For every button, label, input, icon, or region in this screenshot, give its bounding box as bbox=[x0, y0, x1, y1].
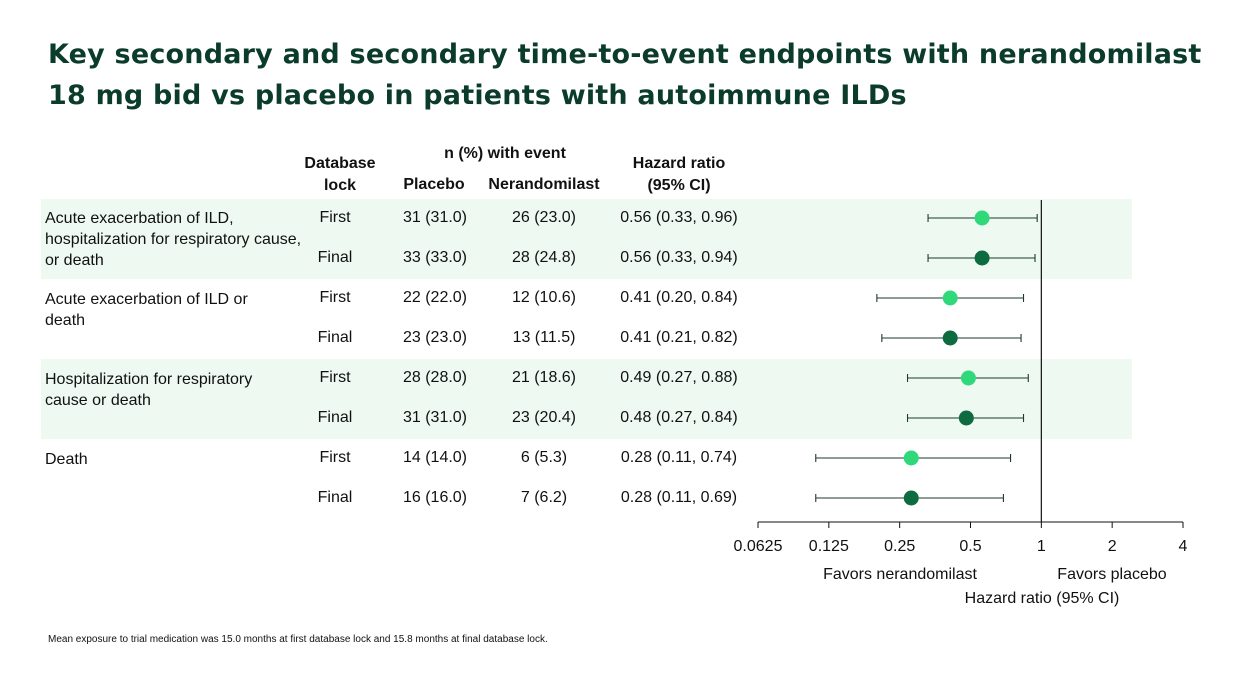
lock-cell: First bbox=[319, 449, 351, 466]
x-tick-label: 2 bbox=[1108, 538, 1117, 555]
x-tick-label: 0.5 bbox=[959, 538, 981, 555]
hazard-ratio-point bbox=[974, 250, 990, 266]
title-line-2: 18 mg bid vs placebo in patients with au… bbox=[48, 80, 907, 111]
lock-cell: Final bbox=[317, 489, 353, 506]
hazard-ratio-cell: 0.56 (0.33, 0.94) bbox=[620, 249, 738, 266]
outcome-label-1: Acute exacerbation of ILD, hospitalizati… bbox=[45, 210, 302, 269]
x-tick-label: 4 bbox=[1179, 538, 1188, 555]
hazard-ratio-point bbox=[958, 410, 974, 426]
hazard-ratio-point bbox=[974, 210, 990, 226]
outcome-label-4: Death bbox=[45, 451, 88, 468]
hazard-ratio-cell: 0.49 (0.27, 0.88) bbox=[620, 369, 738, 386]
outcome-label-3: Hospitalization for respiratory cause or… bbox=[45, 371, 253, 409]
placebo-cell: 16 (16.0) bbox=[402, 489, 468, 506]
header-placebo: Placebo bbox=[403, 176, 465, 193]
lock-cell: Final bbox=[317, 249, 353, 266]
header-database-lock-line2: lock bbox=[323, 177, 356, 194]
nerandomilast-cell: 12 (10.6) bbox=[511, 289, 577, 306]
x-tick-label: 0.125 bbox=[809, 538, 849, 555]
lock-cell: First bbox=[319, 209, 351, 226]
x-axis-title: Hazard ratio (95% CI) bbox=[965, 590, 1120, 607]
header-n-event: n (%) with event bbox=[444, 145, 566, 162]
hazard-ratio-cell: 0.28 (0.11, 0.69) bbox=[620, 489, 738, 506]
header-database-lock: Database lock bbox=[290, 153, 390, 197]
hazard-ratio-point bbox=[960, 370, 976, 386]
placebo-cell: 28 (28.0) bbox=[402, 369, 468, 386]
lock-cell: First bbox=[319, 369, 351, 386]
placebo-cell: 23 (23.0) bbox=[402, 329, 468, 346]
favors-nerandomilast-label: Favors nerandomilast bbox=[823, 566, 977, 583]
nerandomilast-cell: 7 (6.2) bbox=[520, 489, 568, 506]
footnote: Mean exposure to trial medication was 15… bbox=[48, 634, 548, 645]
hazard-ratio-cell: 0.56 (0.33, 0.96) bbox=[620, 209, 738, 226]
placebo-cell: 33 (33.0) bbox=[402, 249, 468, 266]
header-database-lock-line1: Database bbox=[304, 155, 376, 172]
favors-placebo-label: Favors placebo bbox=[1057, 566, 1166, 583]
x-tick-label: 1 bbox=[1037, 538, 1046, 555]
page-title: Key secondary and secondary time-to-even… bbox=[48, 34, 1208, 116]
hazard-ratio-cell: 0.48 (0.27, 0.84) bbox=[620, 409, 738, 426]
nerandomilast-cell: 21 (18.6) bbox=[511, 369, 577, 386]
lock-cell: First bbox=[319, 289, 351, 306]
hazard-ratio-point bbox=[903, 450, 919, 466]
nerandomilast-cell: 23 (20.4) bbox=[511, 409, 577, 426]
hazard-ratio-cell: 0.41 (0.20, 0.84) bbox=[620, 289, 738, 306]
header-hazard-ratio-line2: (95% CI) bbox=[647, 177, 711, 194]
hazard-ratio-cell: 0.28 (0.11, 0.74) bbox=[620, 449, 738, 466]
x-tick-label: 0.0625 bbox=[734, 538, 783, 555]
row-band-3 bbox=[41, 359, 1132, 439]
hazard-ratio-cell: 0.41 (0.21, 0.82) bbox=[620, 329, 738, 346]
placebo-cell: 31 (31.0) bbox=[402, 409, 468, 426]
nerandomilast-cell: 26 (23.0) bbox=[511, 209, 577, 226]
row-band-1 bbox=[41, 199, 1132, 279]
nerandomilast-cell: 13 (11.5) bbox=[512, 329, 576, 346]
nerandomilast-cell: 28 (24.8) bbox=[511, 249, 577, 266]
lock-cell: Final bbox=[317, 409, 353, 426]
hazard-ratio-point bbox=[942, 290, 958, 306]
nerandomilast-cell: 6 (5.3) bbox=[520, 449, 568, 466]
header-hazard-ratio-line1: Hazard ratio bbox=[632, 155, 726, 172]
placebo-cell: 22 (22.0) bbox=[402, 289, 468, 306]
title-line-1: Key secondary and secondary time-to-even… bbox=[48, 39, 1202, 70]
header-hazard-ratio: Hazard ratio (95% CI) bbox=[610, 153, 748, 197]
x-tick-label: 0.25 bbox=[884, 538, 915, 555]
hazard-ratio-point bbox=[903, 490, 919, 506]
header-nerandomilast: Nerandomilast bbox=[488, 176, 600, 193]
lock-cell: Final bbox=[317, 329, 353, 346]
hazard-ratio-point bbox=[942, 330, 958, 346]
placebo-cell: 31 (31.0) bbox=[402, 209, 468, 226]
outcome-label-2: Acute exacerbation of ILD or death bbox=[45, 291, 248, 329]
placebo-cell: 14 (14.0) bbox=[402, 449, 468, 466]
